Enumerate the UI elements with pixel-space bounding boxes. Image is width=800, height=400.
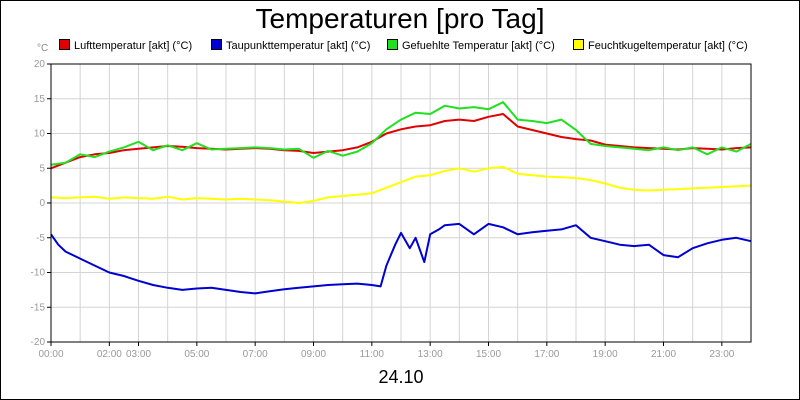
x-tick-label: 07:00 [243,349,268,360]
y-tick-label: -20 [31,337,46,348]
legend-label-lufttemperatur: Lufttemperatur [akt] (°C) [74,40,193,52]
legend-item-feuchtkugeltemperatur: Feuchtkugeltemperatur [akt] (°C) [573,39,748,52]
x-tick-label: 11:00 [360,349,385,360]
legend-swatch-gefuehlte-temperatur [387,39,398,50]
legend-swatch-feuchtkugeltemperatur [573,39,584,50]
x-tick-label: 09:00 [301,349,326,360]
chart-title: Temperaturen [pro Tag] [255,3,545,34]
y-tick-label: 20 [34,59,46,70]
series-line-3 [50,165,752,204]
x-tick-label: 21:00 [651,349,676,360]
legend-swatch-lufttemperatur [59,39,70,50]
y-tick-label: 0 [39,198,45,209]
plot-border [50,63,752,343]
y-tick-label: 15 [34,94,46,105]
y-tick-label: 5 [39,163,45,174]
x-tick-label: 19:00 [593,349,618,360]
x-tick-label: 13:00 [418,349,443,360]
x-axis-date-label: 24.10 [378,367,424,387]
x-tick-label: 23:00 [709,349,734,360]
legend-label-taupunkttemperatur: Taupunkttemperatur [akt] (°C) [226,40,371,52]
legend-label-gefuehlte-temperatur: Gefuehlte Temperatur [akt] (°C) [402,40,555,52]
x-tick-label: 03:00 [126,349,151,360]
legend-label-feuchtkugeltemperatur: Feuchtkugeltemperatur [akt] (°C) [588,40,748,52]
legend-item-taupunkttemperatur: Taupunkttemperatur [akt] (°C) [211,39,370,52]
legend-swatch-taupunkttemperatur [211,39,222,50]
y-tick-label: 10 [34,129,46,140]
x-tick-label: 17:00 [534,349,559,360]
y-tick-label: -5 [36,233,45,244]
series-line-2 [50,101,752,166]
x-tick-label: 05:00 [184,349,209,360]
y-axis-unit: °C [37,43,49,54]
legend-item-lufttemperatur: Lufttemperatur [akt] (°C) [59,39,192,52]
y-tick-label: -10 [31,268,46,279]
x-tick-label: 00:00 [38,349,63,360]
series-line-1 [50,222,752,295]
x-tick-label: 02:00 [97,349,122,360]
y-tick-label: -15 [31,302,46,313]
x-tick-label: 15:00 [476,349,501,360]
legend-item-gefuehlte-temperatur: Gefuehlte Temperatur [akt] (°C) [387,39,555,52]
